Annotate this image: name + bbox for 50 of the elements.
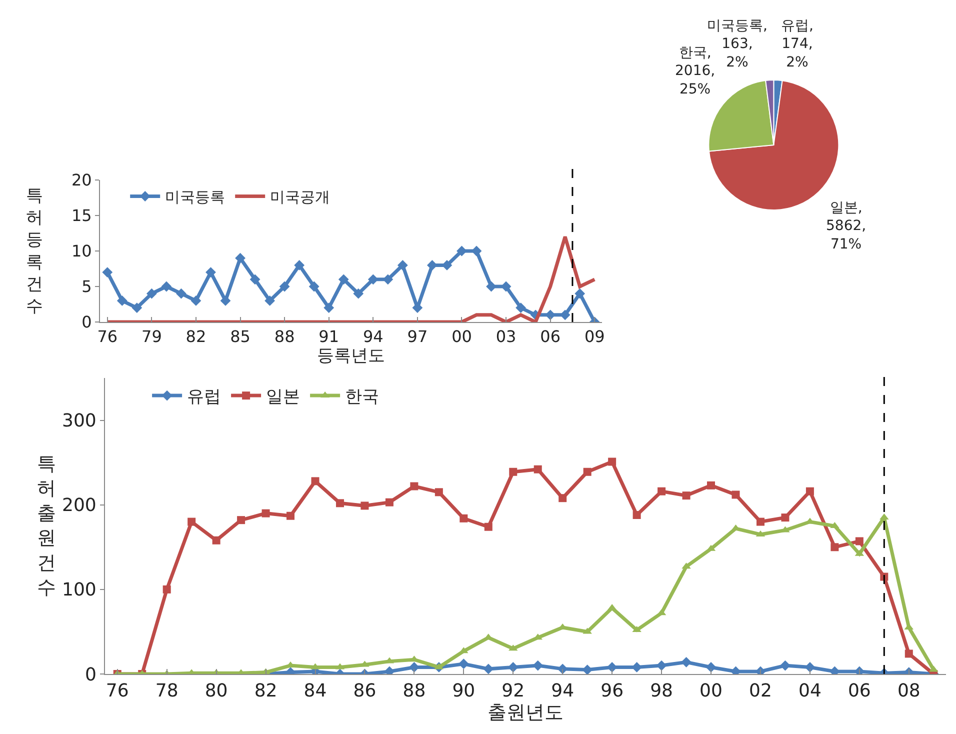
x-tick-label: 82 — [254, 680, 278, 702]
x-tick-label: 03 — [496, 327, 516, 346]
slice-label: 한국, 2016, 25% — [675, 45, 716, 98]
x-tick-label: 06 — [848, 680, 871, 702]
x-tick-label: 08 — [897, 680, 920, 702]
x-tick-label: 91 — [318, 327, 340, 346]
y-tick-label: 20 — [71, 170, 92, 190]
legend-label: 미국공개 — [270, 188, 330, 206]
slice-label: 일본, 5862, 71% — [826, 200, 866, 252]
x-tick-label: 92 — [502, 680, 525, 702]
x-tick-label: 79 — [142, 327, 162, 346]
legend-label: 유럽 — [187, 387, 222, 408]
x-tick-label: 76 — [106, 680, 129, 702]
y-tick-label: 100 — [62, 580, 96, 601]
x-tick-label: 04 — [798, 680, 822, 702]
y-tick-label: 15 — [71, 206, 92, 226]
x-tick-label: 78 — [155, 680, 178, 702]
slice-label: 유럽, 174, 2% — [781, 18, 814, 70]
x-tick-label: 86 — [353, 680, 376, 702]
x-tick-label: 94 — [362, 327, 384, 346]
x-tick-label: 94 — [551, 680, 574, 702]
x-tick-label: 76 — [97, 327, 118, 346]
legend-label: 일본 — [266, 387, 300, 408]
x-axis-title: 출원년도 — [488, 702, 564, 724]
x-tick-label: 00 — [700, 680, 722, 702]
y-tick-label: 5 — [82, 277, 92, 296]
legend-label: 한국 — [345, 387, 380, 408]
y-tick-label: 0 — [84, 664, 96, 686]
x-tick-label: 96 — [600, 680, 624, 702]
x-tick-label: 82 — [186, 327, 206, 346]
x-tick-label: 88 — [274, 327, 295, 346]
x-tick-label: 85 — [230, 327, 250, 346]
x-tick-label: 88 — [402, 680, 426, 702]
y-axis-title: 특허등록건수 — [26, 186, 43, 316]
x-tick-label: 84 — [304, 680, 327, 702]
y-tick-label: 10 — [71, 242, 92, 261]
legend-label: 미국등록 — [165, 188, 226, 206]
x-tick-label: 02 — [749, 680, 772, 702]
y-tick-label: 0 — [82, 312, 92, 332]
x-tick-label: 00 — [452, 327, 472, 346]
x-tick-label: 06 — [540, 327, 560, 346]
y-axis-title: 특허출원건수 — [37, 453, 56, 598]
x-tick-label: 80 — [204, 680, 228, 702]
x-tick-label: 09 — [584, 327, 605, 346]
x-tick-label: 90 — [452, 680, 476, 702]
y-tick-label: 200 — [62, 495, 96, 516]
y-tick-label: 300 — [62, 410, 96, 432]
x-tick-label: 97 — [407, 327, 428, 346]
x-tick-label: 98 — [650, 680, 673, 702]
x-axis-title: 등록년도 — [317, 346, 385, 366]
